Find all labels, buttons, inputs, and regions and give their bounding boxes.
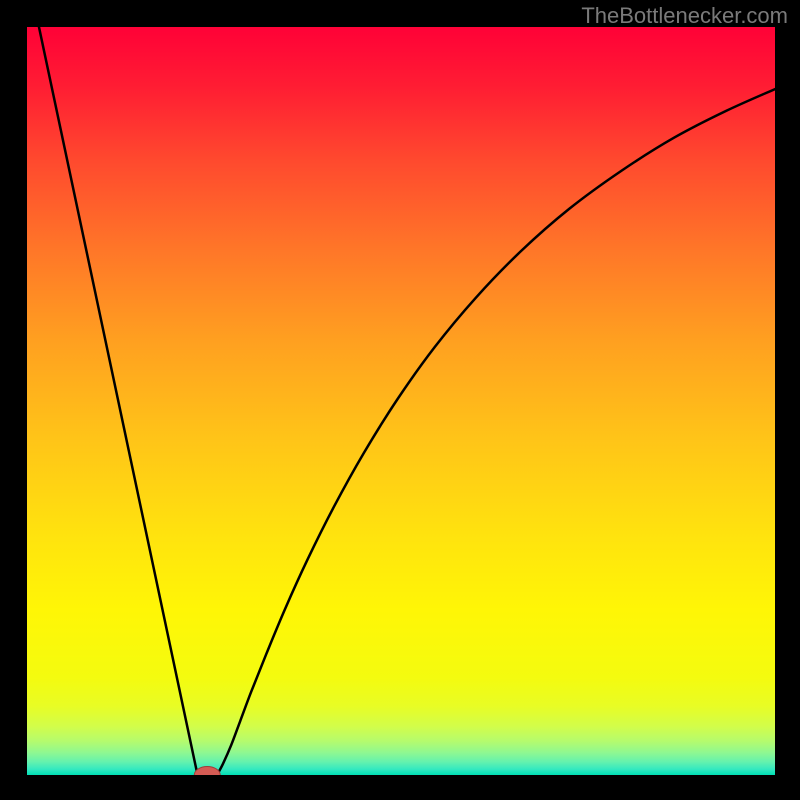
chart-gradient-background <box>27 27 775 775</box>
bottleneck-chart <box>0 0 800 800</box>
